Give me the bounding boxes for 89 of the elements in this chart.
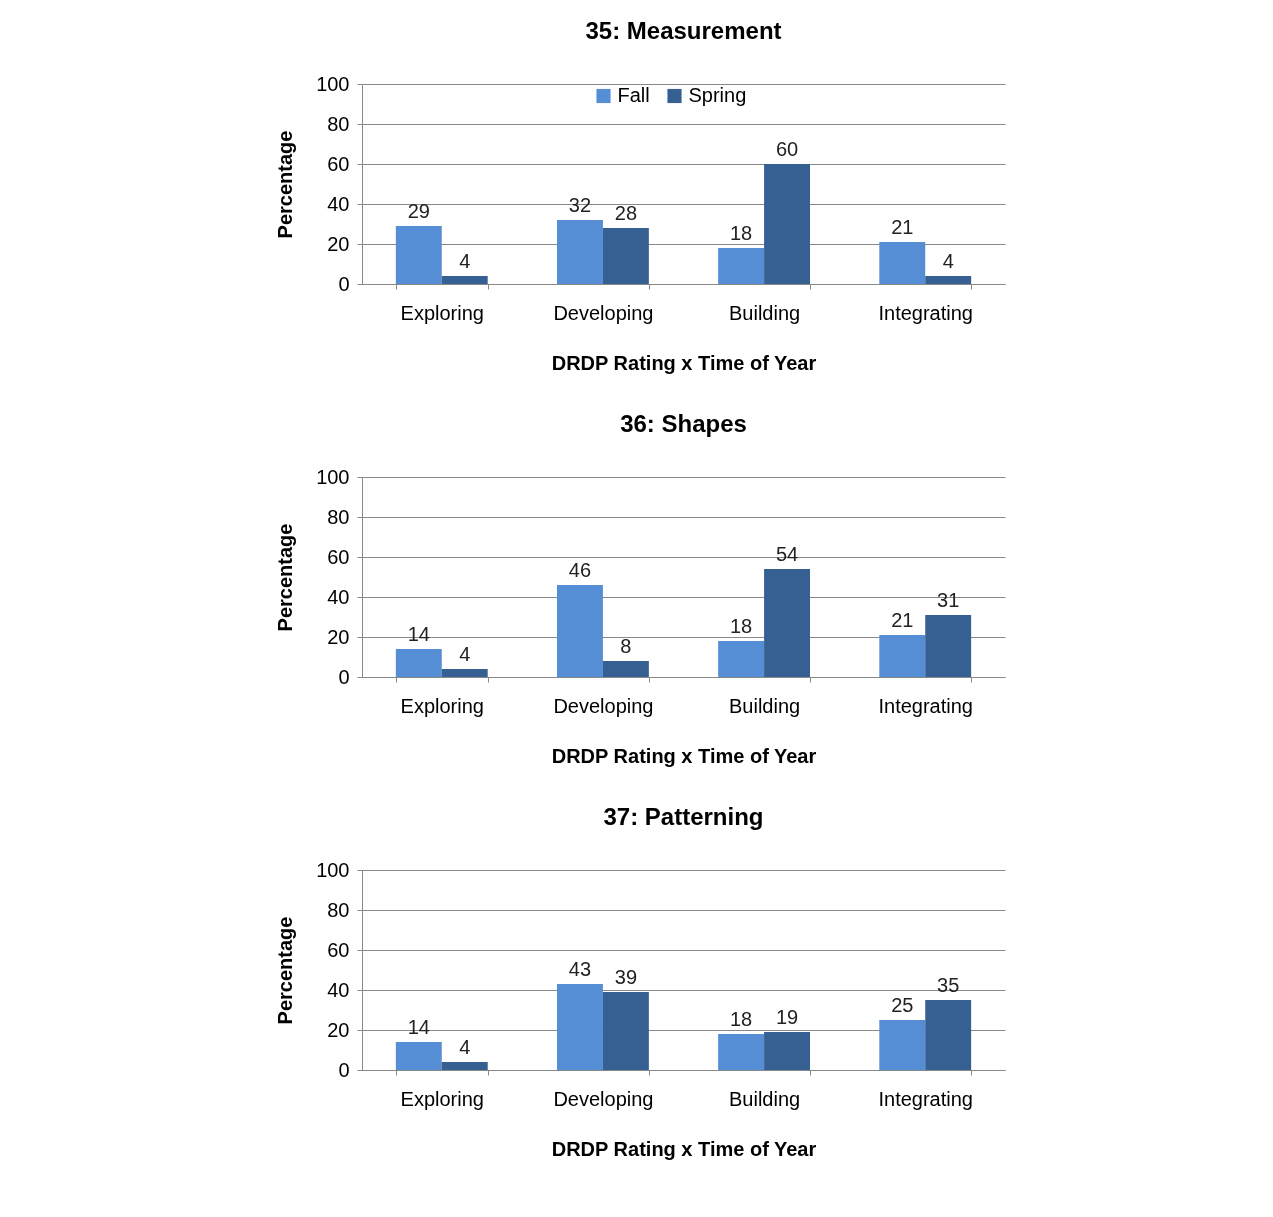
- data-label: 60: [775, 138, 799, 160]
- data-label: 4: [459, 1036, 471, 1058]
- data-label: 32: [568, 194, 592, 216]
- x-tick-label: Developing: [553, 301, 654, 324]
- x-tick-label: Exploring: [400, 1087, 484, 1110]
- bar: [602, 992, 649, 1070]
- y-tick-label: 0: [338, 272, 350, 295]
- y-tick-label: 80: [327, 112, 350, 135]
- bar: [879, 635, 926, 677]
- bar: [718, 248, 765, 284]
- data-label: 18: [729, 615, 753, 637]
- x-axis-title: DRDP Rating x Time of Year: [551, 744, 817, 767]
- x-tick-label: Exploring: [400, 694, 484, 717]
- data-label: 54: [775, 543, 799, 565]
- x-tick-label: Building: [728, 1087, 801, 1110]
- bar: [764, 1032, 811, 1070]
- bar: [556, 585, 603, 677]
- data-label: 21: [891, 609, 914, 631]
- bar: [879, 242, 926, 284]
- bar: [925, 615, 972, 677]
- x-tick-label: Developing: [553, 1087, 654, 1110]
- bar: [556, 984, 603, 1070]
- data-label: 19: [775, 1006, 799, 1028]
- y-tick-label: 100: [316, 72, 350, 95]
- bar: [441, 276, 488, 284]
- bar: [602, 228, 649, 284]
- bar: [718, 1034, 765, 1070]
- bar: [556, 220, 603, 284]
- y-tick-label: 20: [327, 1018, 350, 1041]
- data-label: 14: [407, 1016, 430, 1038]
- y-tick-label: 40: [327, 585, 350, 608]
- data-label: 29: [407, 200, 430, 222]
- data-label: 8: [620, 635, 632, 657]
- data-label: 43: [568, 958, 592, 980]
- chart-title: 37: Patterning: [603, 803, 764, 830]
- y-tick-label: 20: [327, 232, 350, 255]
- y-axis-title: Percentage: [274, 130, 297, 239]
- y-tick-label: 80: [327, 898, 350, 921]
- y-axis-title: Percentage: [274, 916, 297, 1025]
- y-tick-label: 40: [327, 978, 350, 1001]
- data-label: 18: [729, 1008, 753, 1030]
- bar: [395, 649, 442, 677]
- x-axis-title: DRDP Rating x Time of Year: [551, 351, 817, 374]
- chart-title: 35: Measurement: [585, 17, 782, 44]
- chart-title: 36: Shapes: [620, 410, 747, 437]
- bar: [879, 1020, 926, 1070]
- data-label: 21: [891, 216, 914, 238]
- y-tick-label: 100: [316, 465, 350, 488]
- data-label: 28: [614, 202, 638, 224]
- bar: [602, 661, 649, 677]
- data-label: 25: [891, 994, 914, 1016]
- bar: [395, 226, 442, 284]
- y-tick-label: 60: [327, 545, 350, 568]
- legend-label: Fall: [617, 84, 650, 106]
- bar: [925, 276, 972, 284]
- x-tick-label: Integrating: [878, 1087, 973, 1110]
- bar: [395, 1042, 442, 1070]
- x-tick-label: Developing: [553, 694, 654, 717]
- x-axis-title: DRDP Rating x Time of Year: [551, 1137, 817, 1160]
- y-axis-title: Percentage: [274, 523, 297, 632]
- data-label: 18: [729, 222, 753, 244]
- y-tick-label: 100: [316, 858, 350, 881]
- bar: [441, 1062, 488, 1070]
- data-label: 4: [459, 643, 471, 665]
- y-tick-label: 40: [327, 192, 350, 215]
- bar: [441, 669, 488, 677]
- bar: [925, 1000, 972, 1070]
- x-tick-label: Integrating: [878, 694, 973, 717]
- bar: [764, 569, 811, 677]
- legend-label: Spring: [688, 84, 747, 106]
- data-label: 39: [614, 966, 638, 988]
- x-tick-label: Building: [728, 694, 801, 717]
- x-tick-label: Integrating: [878, 301, 973, 324]
- y-tick-label: 80: [327, 505, 350, 528]
- data-label: 4: [942, 250, 954, 272]
- y-tick-label: 60: [327, 152, 350, 175]
- y-tick-label: 0: [338, 665, 350, 688]
- x-tick-label: Exploring: [400, 301, 484, 324]
- data-label: 35: [937, 974, 960, 996]
- bar: [764, 164, 811, 284]
- y-tick-label: 20: [327, 625, 350, 648]
- data-label: 14: [407, 623, 430, 645]
- data-label: 46: [568, 559, 592, 581]
- y-tick-label: 60: [327, 938, 350, 961]
- data-label: 31: [937, 589, 960, 611]
- y-tick-label: 0: [338, 1058, 350, 1081]
- x-tick-label: Building: [728, 301, 801, 324]
- bar: [718, 641, 765, 677]
- data-label: 4: [459, 250, 471, 272]
